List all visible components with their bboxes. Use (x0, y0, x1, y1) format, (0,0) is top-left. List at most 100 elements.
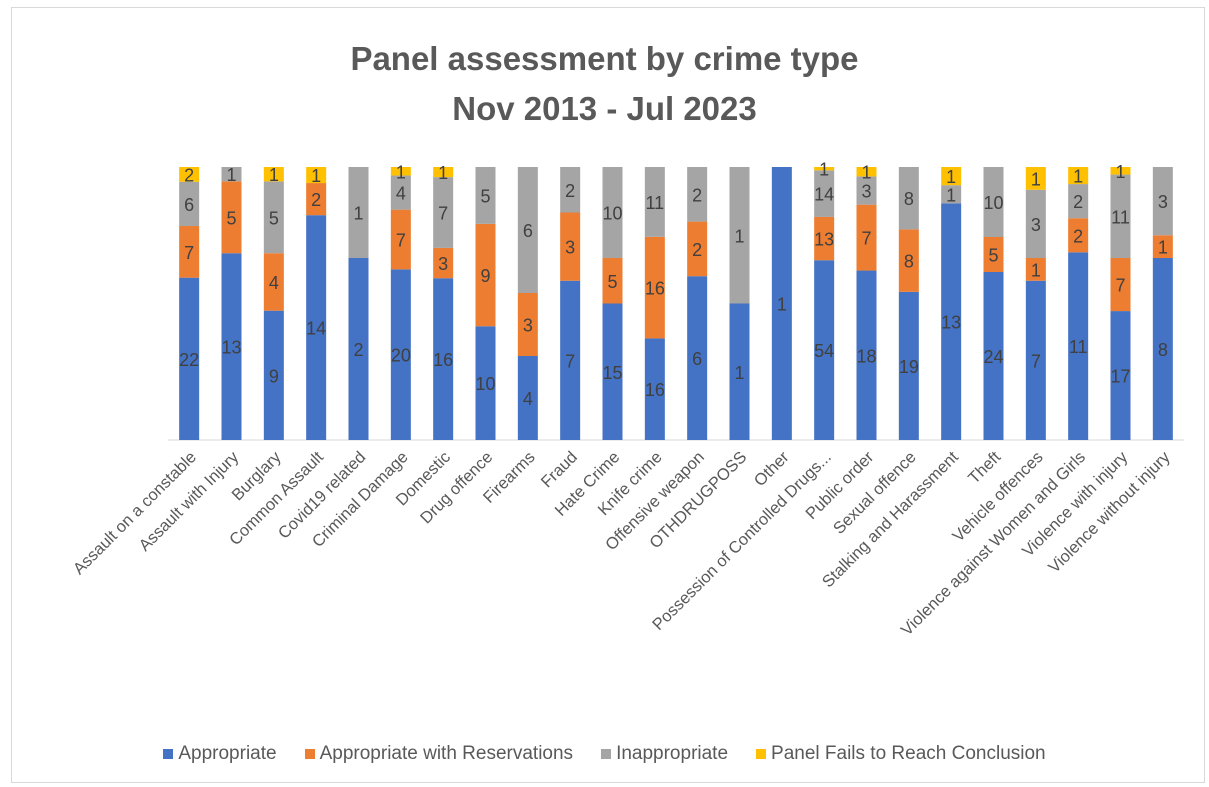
data-label-appropriate-with-reservations-knife-crime: 16 (645, 279, 665, 299)
bar-inappropriate-stalking-and-harassment (941, 185, 962, 204)
bar-appropriate-with-reservations-sexual-offence (898, 229, 919, 292)
data-label-inappropriate-hate-crime: 10 (602, 204, 622, 224)
bar-appropriate-assault-with-injury (221, 253, 242, 440)
data-label-appropriate-with-reservations-drug-offence: 9 (480, 266, 490, 286)
bar-appropriate-public-order (856, 270, 877, 440)
bar-panel-fails-to-reach-conclusion-criminal-damage (390, 167, 411, 176)
legend-item-panel-fails-to-reach-conclusion: Panel Fails to Reach Conclusion (756, 743, 1046, 765)
legend-swatch-appropriate-with-reservations (304, 749, 315, 759)
data-label-appropriate-covid19-related: 2 (353, 340, 363, 360)
data-label-appropriate-with-reservations-vehicle-offences: 1 (1031, 260, 1041, 280)
data-label-panel-fails-to-reach-conclusion-vehicle-offences: 1 (1031, 169, 1041, 189)
legend-swatch-inappropriate (601, 749, 612, 759)
bar-inappropriate-vehicle-offences (1025, 189, 1046, 258)
bar-appropriate-with-reservations-offensive-weapon (687, 221, 708, 277)
bar-inappropriate-domestic (433, 177, 454, 248)
bar-appropriate-drug-offence (475, 326, 496, 440)
legend-swatch-panel-fails-to-reach-conclusion (756, 749, 767, 759)
legend: Appropriate Appropriate with Reservations… (0, 743, 1209, 765)
data-label-panel-fails-to-reach-conclusion-violence-against-women-and-girls: 1 (1073, 167, 1083, 187)
bar-panel-fails-to-reach-conclusion-vehicle-offences (1025, 167, 1046, 190)
bar-appropriate-with-reservations-assault-with-injury (221, 181, 242, 254)
data-label-inappropriate-assault-with-injury: 1 (226, 165, 236, 185)
data-label-appropriate-assault-on-a-constable: 22 (179, 350, 199, 370)
legend-item-appropriate-with-reservations: Appropriate with Reservations (304, 743, 574, 765)
data-label-panel-fails-to-reach-conclusion-common-assault: 1 (311, 166, 321, 186)
bar-inappropriate-sexual-offence (898, 167, 919, 230)
data-label-inappropriate-sexual-offence: 8 (904, 189, 914, 209)
bar-inappropriate-criminal-damage (390, 175, 411, 210)
legend-label-panel-fails-to-reach-conclusion: Panel Fails to Reach Conclusion (771, 743, 1046, 764)
data-label-inappropriate-covid19-related: 1 (353, 204, 363, 224)
data-label-appropriate-assault-with-injury: 13 (221, 338, 241, 358)
bar-appropriate-theft (983, 272, 1004, 440)
data-label-appropriate-with-reservations-domestic: 3 (438, 254, 448, 274)
bar-inappropriate-violence-against-women-and-girls (1068, 184, 1089, 219)
bar-inappropriate-assault-on-a-constable (179, 181, 200, 227)
data-label-inappropriate-offensive-weapon: 2 (692, 185, 702, 205)
data-label-appropriate-violence-without-injury: 8 (1158, 340, 1168, 360)
bar-panel-fails-to-reach-conclusion-domestic (433, 167, 454, 178)
data-label-inappropriate-violence-with-injury: 11 (1111, 207, 1130, 227)
data-label-appropriate-with-reservations-possession-of-controlled-drugs: 13 (814, 230, 834, 250)
data-label-panel-fails-to-reach-conclusion-domestic: 1 (438, 163, 448, 183)
data-label-panel-fails-to-reach-conclusion-possession-of-controlled-drugs: 1 (819, 160, 829, 180)
legend-label-appropriate-with-reservations: Appropriate with Reservations (319, 743, 574, 764)
bar-appropriate-hate-crime (602, 303, 623, 440)
bar-appropriate-common-assault (306, 215, 327, 440)
data-label-appropriate-with-reservations-violence-with-injury: 7 (1115, 276, 1125, 296)
bar-appropriate-with-reservations-violence-without-injury (1152, 235, 1173, 258)
bar-appropriate-sexual-offence (898, 291, 919, 440)
legend-item-inappropriate: Inappropriate (601, 743, 728, 765)
bar-appropriate-othdrugposs (729, 303, 750, 440)
data-label-appropriate-criminal-damage: 20 (391, 346, 411, 366)
bar-appropriate-with-reservations-firearms (517, 293, 538, 356)
data-label-appropriate-with-reservations-firearms: 3 (523, 316, 533, 336)
bar-appropriate-with-reservations-theft (983, 237, 1004, 272)
data-label-inappropriate-knife-crime: 11 (645, 193, 664, 213)
data-label-appropriate-with-reservations-violence-without-injury: 1 (1158, 238, 1168, 258)
data-label-inappropriate-public-order: 3 (861, 182, 871, 202)
data-label-inappropriate-theft: 10 (983, 193, 1003, 213)
bar-panel-fails-to-reach-conclusion-possession-of-controlled-drugs (814, 167, 835, 171)
data-label-appropriate-with-reservations-sexual-offence: 8 (904, 252, 914, 272)
bar-appropriate-with-reservations-knife-crime (644, 236, 665, 339)
data-label-panel-fails-to-reach-conclusion-assault-on-a-constable: 2 (184, 165, 194, 185)
bar-appropriate-possession-of-controlled-drugs (814, 260, 835, 440)
bar-appropriate-firearms (517, 356, 538, 440)
data-label-panel-fails-to-reach-conclusion-violence-with-injury: 1 (1115, 162, 1125, 182)
bar-inappropriate-assault-with-injury (221, 167, 242, 182)
bar-panel-fails-to-reach-conclusion-violence-against-women-and-girls (1068, 167, 1089, 185)
bar-appropriate-with-reservations-assault-on-a-constable (179, 226, 200, 278)
data-label-appropriate-with-reservations-theft: 5 (988, 246, 998, 266)
data-label-appropriate-firearms: 4 (523, 389, 533, 409)
data-label-appropriate-public-order: 18 (856, 346, 876, 366)
bar-inappropriate-public-order (856, 176, 877, 205)
bar-inappropriate-violence-without-injury (1152, 167, 1173, 236)
bar-appropriate-with-reservations-violence-against-women-and-girls (1068, 218, 1089, 253)
data-label-appropriate-with-reservations-criminal-damage: 7 (396, 231, 406, 251)
bar-inappropriate-violence-with-injury (1110, 174, 1131, 258)
legend-label-inappropriate: Inappropriate (616, 743, 729, 764)
bar-inappropriate-possession-of-controlled-drugs (814, 170, 835, 217)
data-label-appropriate-possession-of-controlled-drugs: 54 (814, 341, 834, 361)
data-label-appropriate-common-assault: 14 (306, 319, 326, 339)
data-label-inappropriate-criminal-damage: 4 (396, 184, 406, 204)
data-label-inappropriate-domestic: 7 (438, 204, 448, 224)
bar-appropriate-stalking-and-harassment (941, 203, 962, 440)
bar-panel-fails-to-reach-conclusion-common-assault (306, 167, 327, 184)
x-tick-label-theft: Theft (965, 448, 1005, 488)
bar-appropriate-with-reservations-fraud (560, 212, 581, 281)
data-label-inappropriate-firearms: 6 (523, 221, 533, 241)
data-label-appropriate-fraud: 7 (565, 351, 575, 371)
data-label-appropriate-othdrugposs: 1 (734, 363, 744, 383)
bar-appropriate-with-reservations-vehicle-offences (1025, 258, 1046, 281)
data-label-appropriate-offensive-weapon: 6 (692, 349, 702, 369)
bar-inappropriate-theft (983, 167, 1004, 237)
data-label-inappropriate-violence-against-women-and-girls: 2 (1073, 192, 1083, 212)
data-label-appropriate-domestic: 16 (433, 350, 453, 370)
bar-appropriate-violence-with-injury (1110, 311, 1131, 440)
bar-appropriate-fraud (560, 280, 581, 440)
data-label-appropriate-violence-with-injury: 17 (1110, 367, 1130, 387)
